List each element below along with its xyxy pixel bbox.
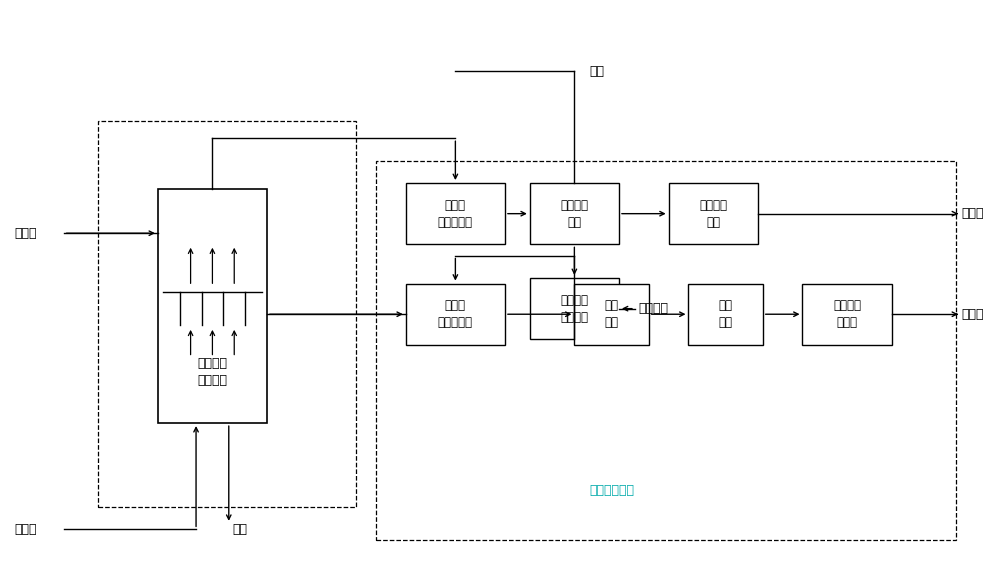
Text: 重油: 重油 — [589, 65, 604, 78]
Bar — [530, 183, 619, 244]
Bar — [406, 183, 505, 244]
Text: 低温甲醇
洗单元: 低温甲醇 洗单元 — [833, 299, 861, 329]
Bar — [802, 284, 892, 345]
Bar — [376, 160, 956, 540]
Text: 油气分离
单元: 油气分离 单元 — [560, 198, 588, 229]
Text: 油气净化装置: 油气净化装置 — [589, 484, 634, 497]
Text: 除尘及
热回收单元: 除尘及 热回收单元 — [438, 198, 473, 229]
Text: 低温油气
分离单元: 低温油气 分离单元 — [560, 294, 588, 324]
Text: 油固分离
单元: 油固分离 单元 — [699, 198, 727, 229]
Text: 变换
单元: 变换 单元 — [719, 299, 733, 329]
Text: 压缩
单元: 压缩 单元 — [605, 299, 619, 329]
Text: 除尘及
热回收单元: 除尘及 热回收单元 — [438, 299, 473, 329]
Bar — [530, 278, 619, 340]
Text: 热解气化
耦合装置: 热解气化 耦合装置 — [197, 357, 227, 387]
Text: 合成气: 合成气 — [961, 308, 984, 321]
Bar — [158, 188, 267, 423]
Bar — [406, 284, 505, 345]
Text: 煎焦油: 煎焦油 — [961, 207, 984, 220]
Text: 富煤油: 富煤油 — [14, 227, 37, 240]
Bar — [688, 284, 763, 345]
Bar — [574, 284, 649, 345]
Text: 气化剂: 气化剂 — [14, 523, 37, 536]
Bar — [98, 121, 356, 507]
Text: 低温轻油: 低温轻油 — [639, 302, 669, 315]
Bar — [669, 183, 758, 244]
Text: 灰渣: 灰渣 — [232, 523, 247, 536]
